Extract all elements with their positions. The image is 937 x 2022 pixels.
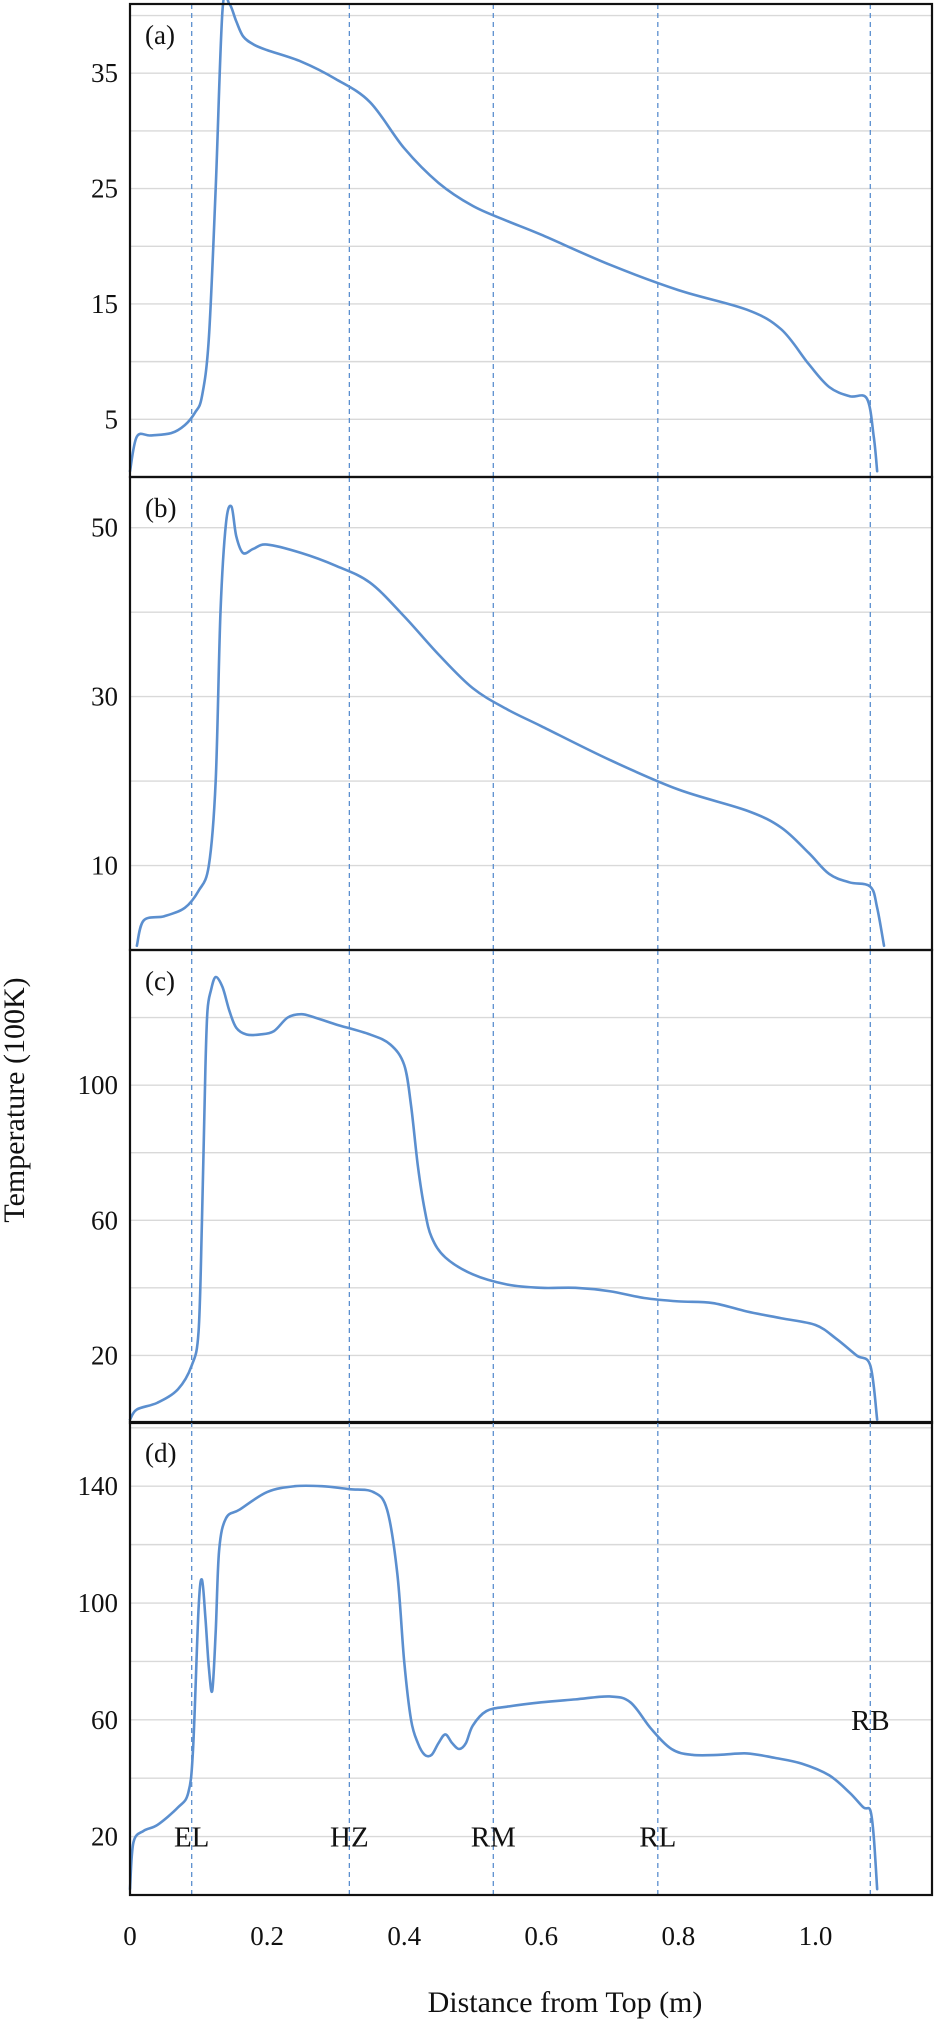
temperature-series-line xyxy=(128,975,879,1421)
x-tick-label: 0.4 xyxy=(387,1921,421,1951)
panel-3: 20 60 100 (c) xyxy=(78,948,934,1425)
zone-label-rb: RB xyxy=(851,1705,890,1737)
y-tick-label: 100 xyxy=(78,1588,119,1618)
panel-4: 20 60 100 140 (d) EL HZ RM RL RB xyxy=(78,1420,934,1897)
panel-label: (b) xyxy=(145,493,176,523)
y-tick-label: 50 xyxy=(91,513,118,543)
y-tick-label: 60 xyxy=(91,1205,118,1235)
panel-1: 5 15 25 35 (a) xyxy=(91,0,934,479)
y-tick-label: 20 xyxy=(91,1822,118,1852)
y-tick-label: 100 xyxy=(78,1070,119,1100)
x-tick-label: 0 xyxy=(123,1921,137,1951)
panel-frame xyxy=(128,1420,934,1897)
panel-label: (c) xyxy=(145,966,175,996)
zone-label-rm: RM xyxy=(471,1822,516,1854)
temperature-series-line xyxy=(135,504,886,948)
x-axis-group: 0 0.2 0.4 0.6 0.8 1.0 xyxy=(123,1921,832,1951)
x-axis-title: Distance from Top (m) xyxy=(428,1986,703,2019)
y-tick-label: 10 xyxy=(91,851,118,881)
panel-frame xyxy=(128,948,934,1425)
zone-label-rl: RL xyxy=(639,1822,676,1854)
panel-label: (d) xyxy=(145,1438,176,1468)
y-tick-label: 15 xyxy=(91,289,118,319)
zone-label-el: EL xyxy=(174,1822,209,1854)
y-tick-label: 60 xyxy=(91,1705,118,1735)
temperature-series-line xyxy=(128,1484,879,1891)
y-tick-label: 5 xyxy=(105,404,119,434)
y-tick-label: 20 xyxy=(91,1340,118,1370)
panel-label: (a) xyxy=(145,20,175,50)
zone-label-hz: HZ xyxy=(330,1822,369,1854)
panel-frame xyxy=(128,2,934,479)
panel-2: 10 30 50 (b) xyxy=(91,475,934,952)
y-tick-label: 35 xyxy=(91,58,118,88)
panels-group: 5 15 25 35 (a) 10 30 50 (b) 20 60 100 (c) 20 60 100 140 (… xyxy=(78,0,934,1897)
x-tick-label: 0.2 xyxy=(250,1921,284,1951)
panel-frame xyxy=(128,475,934,952)
temperature-series-line xyxy=(128,0,879,473)
y-tick-label: 25 xyxy=(91,174,118,204)
x-tick-label: 1.0 xyxy=(799,1921,833,1951)
y-axis-title: Temperature (100K) xyxy=(0,977,31,1222)
x-tick-label: 0.6 xyxy=(524,1921,558,1951)
x-tick-label: 0.8 xyxy=(662,1921,696,1951)
y-tick-label: 140 xyxy=(78,1471,119,1501)
y-tick-label: 30 xyxy=(91,682,118,712)
